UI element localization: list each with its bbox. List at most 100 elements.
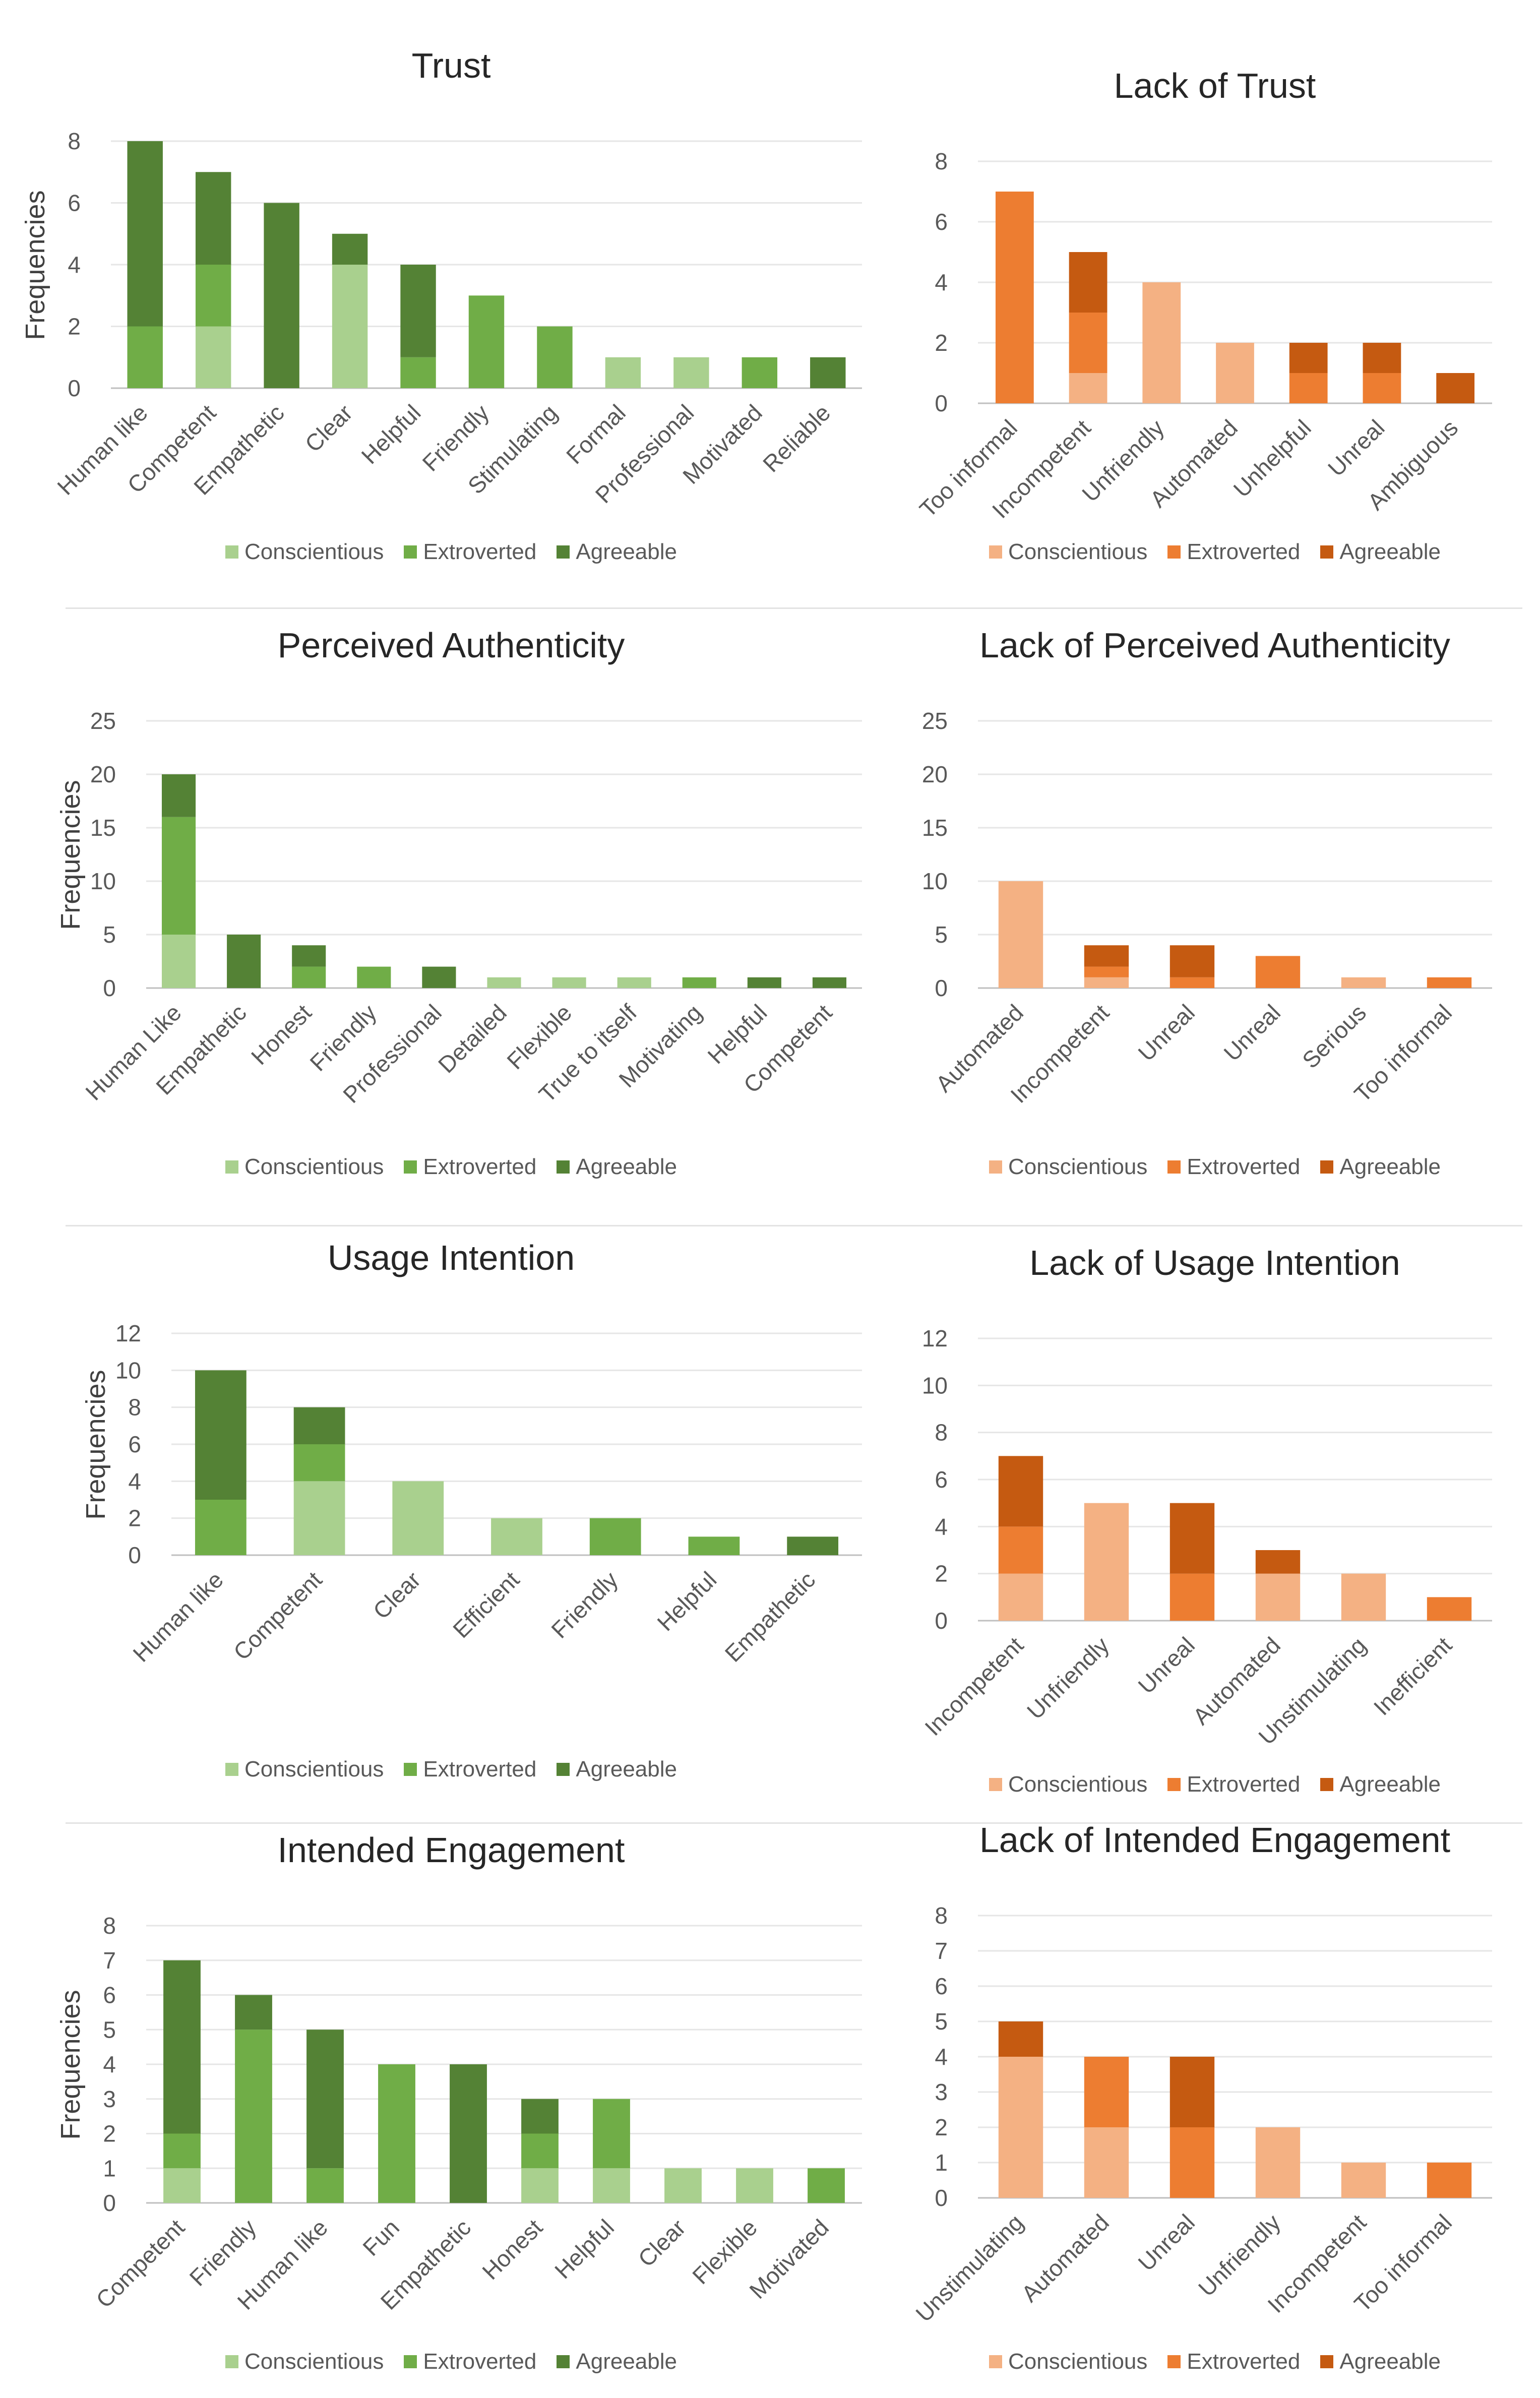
legend-swatch <box>1167 1778 1181 1791</box>
y-tick-label: 8 <box>935 148 948 174</box>
legend-swatch <box>989 2355 1003 2368</box>
legend-label: Conscientious <box>244 2349 384 2374</box>
bar-segment-reliable-agreeable <box>810 357 846 388</box>
y-tick-label: 2 <box>935 2114 948 2140</box>
legend-swatch <box>1320 2355 1334 2368</box>
legend-swatch <box>404 545 417 559</box>
y-tick-label: 15 <box>922 815 948 841</box>
bar-segment-ambiguous-agreeable <box>1436 373 1475 403</box>
y-tick-label: 0 <box>935 390 948 416</box>
bar-segment-human-like-agreeable <box>195 1370 247 1500</box>
bar-segment-formal-conscientious <box>605 357 641 388</box>
bar-segment-helpful-extroverted <box>593 2099 630 2169</box>
chart-title: Usage Intention <box>327 1238 575 1277</box>
bar-segment-incompetent-conscientious <box>1341 2163 1386 2198</box>
bar-segment-incompetent-conscientious <box>998 1573 1043 1621</box>
bar-segment-friendly-extroverted <box>589 1518 641 1555</box>
bar-segment-unstimulating-conscientious <box>998 2057 1043 2198</box>
y-tick-label: 6 <box>935 209 948 235</box>
y-tick-label: 3 <box>935 2079 948 2105</box>
x-tick-label: Competent <box>91 2214 190 2313</box>
y-tick-label: 0 <box>128 1542 141 1568</box>
chart-title: Lack of Intended Engagement <box>979 1820 1451 1860</box>
legend-swatch <box>989 545 1003 559</box>
y-tick-label: 10 <box>922 1372 948 1398</box>
bar-segment-too-informal-extroverted <box>1427 977 1472 988</box>
legend-label: Conscientious <box>244 1757 384 1781</box>
y-tick-label: 0 <box>935 2185 948 2211</box>
legend-label: Conscientious <box>244 1154 384 1179</box>
y-tick-label: 10 <box>115 1357 141 1383</box>
bar-segment-competent-conscientious <box>163 2168 201 2203</box>
y-tick-label: 1 <box>935 2149 948 2176</box>
bar-segment-detailed-conscientious <box>487 977 521 988</box>
chart-legend: Conscientious Extroverted Agreeable <box>15 539 887 565</box>
legend-label: Extroverted <box>1187 1772 1301 1797</box>
legend-item: Conscientious <box>225 2349 384 2374</box>
y-tick-label: 8 <box>68 128 81 154</box>
bar-segment-stimulating-extroverted <box>537 326 573 388</box>
x-tick-label: Motivated <box>744 2214 834 2304</box>
y-tick-label: 0 <box>935 975 948 1001</box>
bar-segment-professional-agreeable <box>422 966 456 988</box>
legend-swatch <box>225 2355 239 2368</box>
y-tick-label: 8 <box>935 1902 948 1929</box>
x-tick-label: Unreal <box>1133 1632 1200 1699</box>
legend-item: Agreeable <box>1320 1154 1441 1180</box>
x-tick-label: Competent <box>228 1566 327 1665</box>
legend-item: Agreeable <box>557 539 677 565</box>
bar-segment-competent-conscientious <box>195 326 231 388</box>
bar-segment-empathetic-agreeable <box>787 1536 839 1555</box>
bar-segment-honest-extroverted <box>292 966 326 988</box>
bar-segment-unfriendly-conscientious <box>1255 2127 1301 2198</box>
x-tick-label: Clear <box>300 399 358 457</box>
bar-segment-too-informal-extroverted <box>1427 2163 1472 2198</box>
y-tick-label: 4 <box>935 1513 948 1540</box>
x-tick-label: Helpful <box>356 399 426 469</box>
legend-item: Extroverted <box>404 1154 536 1180</box>
y-tick-label: 2 <box>68 314 81 340</box>
bar-segment-incompetent-extroverted <box>1069 313 1107 373</box>
bar-segment-incompetent-conscientious <box>1069 373 1107 403</box>
y-tick-label: 1 <box>103 2155 116 2181</box>
bar-segment-friendly-agreeable <box>235 1995 272 2030</box>
bar-segment-unstimulating-agreeable <box>998 2021 1043 2057</box>
y-tick-label: 3 <box>103 2086 116 2112</box>
chart-legend: Conscientious Extroverted Agreeable <box>15 1154 887 1180</box>
y-tick-label: 20 <box>90 761 116 787</box>
legend-swatch <box>557 2355 570 2368</box>
bar-segment-human-like-extroverted <box>161 817 196 935</box>
y-tick-label: 4 <box>935 269 948 295</box>
bar-segment-automated-conscientious <box>1084 2127 1129 2198</box>
bar-segment-helpful-agreeable <box>747 977 781 988</box>
bar-segment-flexible-conscientious <box>552 977 586 988</box>
legend-label: Agreeable <box>576 539 677 564</box>
bar-segment-serious-conscientious <box>1341 977 1386 988</box>
x-tick-label: Clear <box>633 2214 691 2272</box>
legend-label: Conscientious <box>1008 1772 1148 1797</box>
x-tick-label: Efficient <box>448 1566 524 1643</box>
bar-segment-human-like-extroverted <box>195 1500 247 1555</box>
bar-segment-honest-extroverted <box>521 2133 559 2169</box>
chart-legend: Conscientious Extroverted Agreeable <box>15 2349 887 2374</box>
legend-item: Extroverted <box>404 539 536 565</box>
bar-segment-flexible-conscientious <box>736 2168 773 2203</box>
legend-label: Agreeable <box>576 1757 677 1781</box>
bar-segment-fun-extroverted <box>378 2064 415 2203</box>
y-tick-label: 2 <box>935 330 948 356</box>
bar-segment-clear-conscientious <box>664 2168 702 2203</box>
bar-segment-automated-conscientious <box>1255 1573 1301 1621</box>
bar-segment-human-like-extroverted <box>306 2168 344 2203</box>
bar-segment-unfriendly-conscientious <box>1084 1503 1129 1621</box>
x-tick-label: Unreal <box>1133 999 1200 1066</box>
y-tick-label: 4 <box>68 252 81 278</box>
legend-swatch <box>225 1160 239 1174</box>
bar-segment-motivated-extroverted <box>808 2168 845 2203</box>
legend-item: Conscientious <box>989 539 1147 565</box>
legend-item: Agreeable <box>1320 539 1441 565</box>
bar-segment-unreal-extroverted <box>1255 956 1301 988</box>
bar-segment-helpful-extroverted <box>688 1536 740 1555</box>
